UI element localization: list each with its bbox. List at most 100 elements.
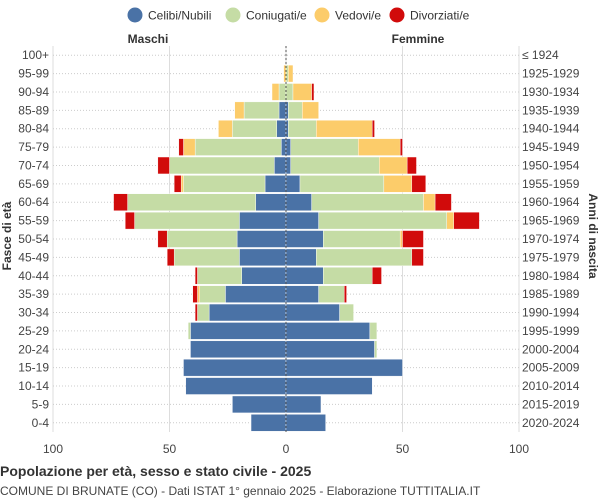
birth-year-label: 1925-1929 bbox=[522, 67, 580, 81]
legend-label: Coniugati/e bbox=[246, 9, 307, 23]
birth-year-label: 1930-1934 bbox=[522, 85, 580, 99]
bar-female-segment bbox=[285, 230, 324, 248]
age-group-label: 15-19 bbox=[18, 361, 49, 375]
birth-year-label: 2010-2014 bbox=[522, 379, 580, 393]
bar-female-segment bbox=[288, 101, 303, 119]
bar-female-segment bbox=[323, 267, 373, 285]
bar-male-segment bbox=[232, 120, 277, 138]
bar-male-segment bbox=[157, 230, 168, 248]
bar-female-segment bbox=[285, 193, 312, 211]
bar-female-segment bbox=[316, 120, 373, 138]
bar-male-segment bbox=[276, 120, 287, 138]
age-group-label: 30-34 bbox=[18, 306, 49, 320]
bar-female-segment bbox=[316, 248, 413, 267]
age-group-label: 35-39 bbox=[18, 287, 49, 301]
bar-male-segment bbox=[218, 120, 233, 138]
bar-male-segment bbox=[197, 267, 242, 285]
bar-female-segment bbox=[285, 211, 319, 230]
birth-year-label: 1965-1969 bbox=[522, 214, 580, 228]
bar-male-segment bbox=[278, 101, 287, 119]
bar-female-segment bbox=[402, 230, 424, 248]
bar-male-segment bbox=[185, 377, 287, 395]
age-group-label: 40-44 bbox=[18, 269, 49, 283]
legend-marker bbox=[389, 7, 405, 23]
bar-female-segment bbox=[374, 340, 378, 358]
age-group-label: 0-4 bbox=[32, 416, 50, 430]
bar-male-segment bbox=[255, 193, 287, 211]
bar-female-segment bbox=[411, 248, 424, 267]
bar-male-segment bbox=[166, 230, 238, 248]
bar-female-segment bbox=[411, 175, 427, 193]
bar-female-segment bbox=[406, 156, 417, 175]
bar-male-segment bbox=[278, 83, 287, 101]
bar-male-segment bbox=[271, 83, 280, 101]
bar-female-segment bbox=[453, 211, 480, 230]
bar-female-segment bbox=[285, 414, 326, 432]
bar-male-segment bbox=[243, 101, 280, 119]
bar-male-segment bbox=[173, 175, 182, 193]
bar-female-segment bbox=[285, 303, 340, 322]
bar-female-segment bbox=[285, 285, 319, 303]
bar-male-segment bbox=[157, 156, 170, 175]
bar-male-segment bbox=[274, 156, 287, 175]
y-axis-label-left: Fasce di età bbox=[0, 201, 14, 270]
birth-year-label: 1960-1964 bbox=[522, 195, 580, 209]
bar-female-segment bbox=[339, 303, 354, 322]
legend-label: Divorziati/e bbox=[410, 9, 470, 23]
bar-male-segment bbox=[234, 101, 245, 119]
birth-year-label: 1935-1939 bbox=[522, 103, 580, 117]
bar-female-segment bbox=[318, 285, 345, 303]
bar-female-segment bbox=[285, 395, 322, 414]
age-group-label: 90-94 bbox=[18, 85, 49, 99]
bar-male-segment bbox=[166, 248, 175, 267]
bar-female-segment bbox=[379, 156, 408, 175]
bar-female-segment bbox=[446, 211, 454, 230]
bar-female-segment bbox=[423, 193, 436, 211]
age-group-label: 65-69 bbox=[18, 177, 49, 191]
age-group-label: 5-9 bbox=[32, 397, 50, 411]
age-group-label: 95-99 bbox=[18, 67, 49, 81]
age-group-label: 45-49 bbox=[18, 250, 49, 264]
x-tick-label: 50 bbox=[163, 442, 177, 456]
bar-female-segment bbox=[372, 267, 382, 285]
bar-female-segment bbox=[285, 138, 291, 156]
bar-male-segment bbox=[239, 211, 287, 230]
birth-year-label: 1950-1954 bbox=[522, 158, 580, 172]
age-group-label: 55-59 bbox=[18, 214, 49, 228]
bar-female-segment bbox=[369, 322, 378, 340]
birth-year-label: 2000-2004 bbox=[522, 342, 580, 356]
birth-year-label: 1985-1989 bbox=[522, 287, 580, 301]
bar-female-segment bbox=[399, 138, 403, 156]
bar-male-segment bbox=[125, 211, 135, 230]
x-tick-label: 50 bbox=[396, 442, 410, 456]
age-group-label: 50-54 bbox=[18, 232, 49, 246]
bar-female-segment bbox=[285, 175, 301, 193]
age-group-label: 20-24 bbox=[18, 342, 49, 356]
right-side-label: Femmine bbox=[392, 32, 445, 46]
age-group-label: 75-79 bbox=[18, 140, 49, 154]
bar-male-segment bbox=[134, 211, 240, 230]
bar-male-segment bbox=[281, 138, 287, 156]
chart-axes: 100 50 0 50 100 100+ ≤ 1924 95-99 1925-1929 90-94… bbox=[18, 46, 580, 456]
bar-male-segment bbox=[180, 175, 184, 193]
birth-year-label: 1945-1949 bbox=[522, 140, 580, 154]
bar-female-segment bbox=[399, 230, 403, 248]
bar-female-segment bbox=[285, 248, 317, 267]
bar-female-segment bbox=[288, 64, 294, 83]
chart-subtitle: COMUNE DI BRUNATE (CO) - Dati ISTAT 1° g… bbox=[0, 484, 481, 498]
chart-legend: Celibi/Nubili Coniugati/e Vedovi/e Divorzia… bbox=[127, 7, 470, 23]
bar-male-segment bbox=[197, 303, 210, 322]
bar-female-segment bbox=[292, 83, 312, 101]
age-group-label: 25-29 bbox=[18, 324, 49, 338]
bar-male-segment bbox=[208, 303, 287, 322]
birth-year-label: 1975-1979 bbox=[522, 250, 580, 264]
x-tick-label: 100 bbox=[509, 442, 529, 456]
bar-female-segment bbox=[285, 267, 324, 285]
legend-label: Vedovi/e bbox=[335, 9, 381, 23]
bar-male-segment bbox=[250, 414, 287, 432]
birth-year-label: ≤ 1924 bbox=[522, 48, 559, 62]
bar-male-segment bbox=[169, 156, 275, 175]
bar-female-segment bbox=[311, 193, 424, 211]
birth-year-label: 1940-1944 bbox=[522, 122, 580, 136]
